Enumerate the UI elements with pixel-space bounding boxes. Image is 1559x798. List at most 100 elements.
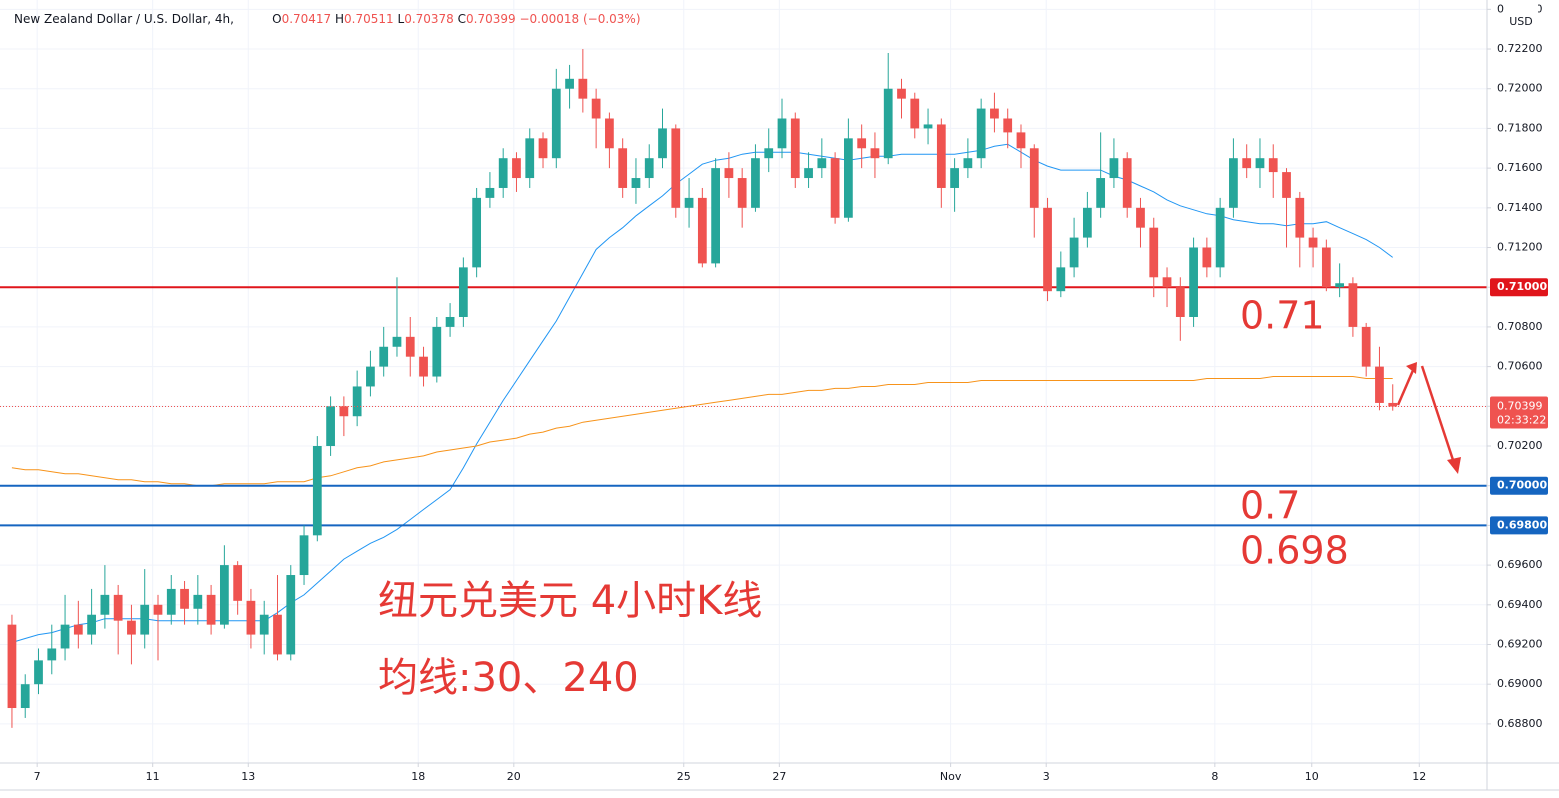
candle-body bbox=[1321, 247, 1331, 288]
candle-body bbox=[1215, 207, 1225, 268]
arrow-head bbox=[1406, 362, 1417, 374]
candle-body bbox=[830, 158, 840, 218]
x-tick-label: 13 bbox=[241, 770, 255, 783]
candle-body bbox=[419, 356, 428, 377]
candle-body bbox=[7, 624, 17, 709]
candle-body bbox=[1348, 283, 1358, 327]
candle-body bbox=[990, 108, 999, 119]
candle-body bbox=[1375, 366, 1384, 403]
y-tick-label: 0.71400 bbox=[1497, 201, 1543, 214]
candle-body bbox=[711, 168, 721, 264]
candle-body bbox=[60, 624, 70, 649]
candle-body bbox=[366, 366, 375, 387]
currency: USD bbox=[1509, 15, 1533, 28]
candle-body bbox=[1361, 326, 1371, 367]
candle-body bbox=[671, 128, 681, 208]
candle-body bbox=[605, 118, 614, 149]
x-tick-label: 25 bbox=[677, 770, 691, 783]
candle-body bbox=[1308, 237, 1318, 248]
candle-body bbox=[1242, 158, 1252, 169]
y-tick-label: 0.70200 bbox=[1497, 439, 1543, 452]
candle-body bbox=[870, 148, 880, 159]
ohlc-value: 0.70378 bbox=[404, 12, 454, 26]
y-tick-label: 0.70600 bbox=[1497, 360, 1543, 373]
candle-body bbox=[817, 158, 827, 169]
currency-box bbox=[1504, 2, 1538, 32]
x-tick-label: 11 bbox=[146, 770, 160, 783]
symbol: New Zealand Dollar / U.S. Dollar, 4h, bbox=[14, 12, 234, 26]
y-tick-label: 0.69400 bbox=[1497, 598, 1543, 611]
y-tick-label: 0.72000 bbox=[1497, 82, 1543, 95]
candle-body bbox=[525, 138, 535, 179]
candle-body bbox=[180, 588, 189, 609]
candle-body bbox=[551, 88, 561, 159]
moving-average bbox=[11, 376, 1393, 487]
candle-body bbox=[1282, 172, 1291, 198]
candle-body bbox=[1175, 287, 1185, 317]
candle-body bbox=[631, 178, 641, 188]
annotation: 纽元兑美元 4小时K线 bbox=[378, 578, 762, 624]
ohlc-label: C bbox=[457, 12, 467, 26]
y-tick-label: 0.69000 bbox=[1497, 677, 1543, 690]
candle-body bbox=[591, 98, 601, 119]
ohlc-label: H bbox=[335, 12, 345, 26]
candle-body bbox=[697, 197, 707, 264]
candle-body bbox=[724, 168, 734, 179]
y-tick-label: 0.70800 bbox=[1497, 320, 1543, 333]
candle-body bbox=[512, 158, 521, 179]
candle-body bbox=[618, 148, 628, 188]
candle-body bbox=[273, 614, 282, 655]
candle-body bbox=[1189, 247, 1198, 317]
candle-body bbox=[963, 158, 973, 169]
y-tick-label: 0.71800 bbox=[1497, 121, 1543, 134]
candle-body bbox=[140, 604, 150, 635]
x-tick-label: 10 bbox=[1305, 770, 1319, 783]
candle-body bbox=[1056, 267, 1066, 292]
candle-body bbox=[392, 336, 402, 347]
x-tick-label: 7 bbox=[34, 770, 41, 783]
candle-body bbox=[166, 588, 176, 615]
legend: New Zealand Dollar / U.S. Dollar, 4h, O0… bbox=[14, 12, 641, 26]
candle-body bbox=[233, 565, 243, 601]
moving-average bbox=[11, 143, 1393, 643]
candle-body bbox=[326, 406, 335, 447]
candle-body bbox=[804, 168, 813, 179]
annotation: 0.7 bbox=[1240, 484, 1300, 528]
candle-body bbox=[923, 124, 933, 129]
price-label-box bbox=[1490, 278, 1548, 297]
candle-body bbox=[1003, 118, 1013, 133]
arrow-head bbox=[1447, 457, 1461, 474]
y-tick-label: 0.71200 bbox=[1497, 241, 1543, 254]
ohlc-value: 0.70417 bbox=[281, 12, 332, 26]
candle-body bbox=[458, 267, 468, 317]
candle-body bbox=[219, 565, 229, 625]
candle-body bbox=[432, 326, 442, 377]
candle-body bbox=[1122, 158, 1132, 208]
candle-body bbox=[538, 138, 548, 159]
price-label: 0.71000 bbox=[1497, 280, 1547, 293]
candle-body bbox=[1335, 283, 1345, 288]
x-tick-label: 3 bbox=[1043, 770, 1050, 783]
candle-body bbox=[764, 148, 774, 159]
ohlc-value: 0.70399 bbox=[466, 12, 516, 26]
candle-body bbox=[20, 684, 30, 709]
candle-body bbox=[578, 78, 588, 99]
y-tick-label: 0.69200 bbox=[1497, 638, 1543, 651]
candle-body bbox=[127, 620, 136, 635]
candle-body bbox=[193, 594, 203, 609]
candle-body bbox=[950, 168, 959, 188]
candle-body bbox=[1149, 227, 1159, 278]
last-price-box bbox=[1490, 396, 1548, 429]
candle-body bbox=[737, 178, 747, 208]
candle-body bbox=[259, 614, 269, 635]
candle-body bbox=[1029, 148, 1039, 208]
price-label-box bbox=[1490, 516, 1548, 535]
candle-body bbox=[379, 346, 389, 367]
price-label-box bbox=[1490, 476, 1548, 495]
candle-body bbox=[936, 124, 946, 188]
grid bbox=[0, 0, 1487, 763]
arrow bbox=[1396, 367, 1416, 406]
x-tick-label: 20 bbox=[507, 770, 521, 783]
candle-body bbox=[34, 660, 43, 685]
